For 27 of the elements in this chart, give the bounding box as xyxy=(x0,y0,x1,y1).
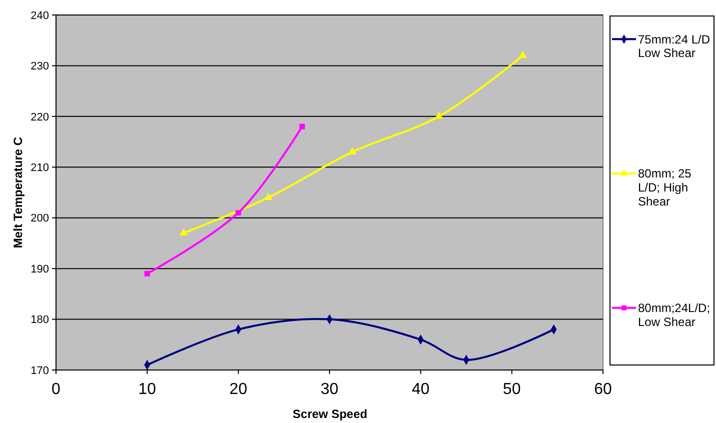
legend-label: 75mm:24 L/D Low Shear xyxy=(638,32,710,60)
point xyxy=(144,270,150,276)
x-tick-label: 0 xyxy=(52,381,61,398)
y-tick-label: 180 xyxy=(30,314,49,326)
x-tick-label: 10 xyxy=(138,381,156,398)
y-axis-title: Melt Temperature C xyxy=(11,136,25,248)
legend-label: 80mm; 25 L/D; High Shear xyxy=(638,166,692,208)
point xyxy=(518,50,527,58)
x-axis-title: Screw Speed xyxy=(292,407,368,421)
x-tick-label: 60 xyxy=(594,381,612,398)
x-tick-label: 20 xyxy=(229,381,248,398)
x-tick-label: 50 xyxy=(502,381,521,398)
point xyxy=(236,210,242,216)
legend-label: 80mm;24L/D; Low Shear xyxy=(638,301,710,329)
point xyxy=(434,112,444,119)
point xyxy=(348,147,356,154)
y-tick-label: 190 xyxy=(30,263,49,276)
x-tick-label: 30 xyxy=(320,381,338,398)
y-tick-label: 220 xyxy=(30,111,49,124)
y-tick-label: 210 xyxy=(30,162,49,174)
x-tick-label: 40 xyxy=(412,381,430,398)
point xyxy=(299,124,305,130)
point xyxy=(179,228,188,236)
y-tick-label: 230 xyxy=(30,60,49,73)
y-tick-label: 170 xyxy=(30,364,49,377)
y-tick-label: 200 xyxy=(30,212,49,225)
y-tick-label: 240 xyxy=(30,10,49,22)
